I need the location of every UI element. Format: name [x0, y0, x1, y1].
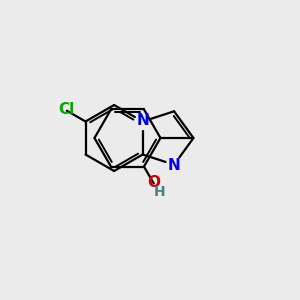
Text: H: H [153, 185, 165, 199]
Text: O: O [147, 175, 160, 190]
Text: N: N [137, 113, 150, 128]
Text: N: N [168, 158, 180, 173]
Text: Cl: Cl [59, 102, 75, 117]
